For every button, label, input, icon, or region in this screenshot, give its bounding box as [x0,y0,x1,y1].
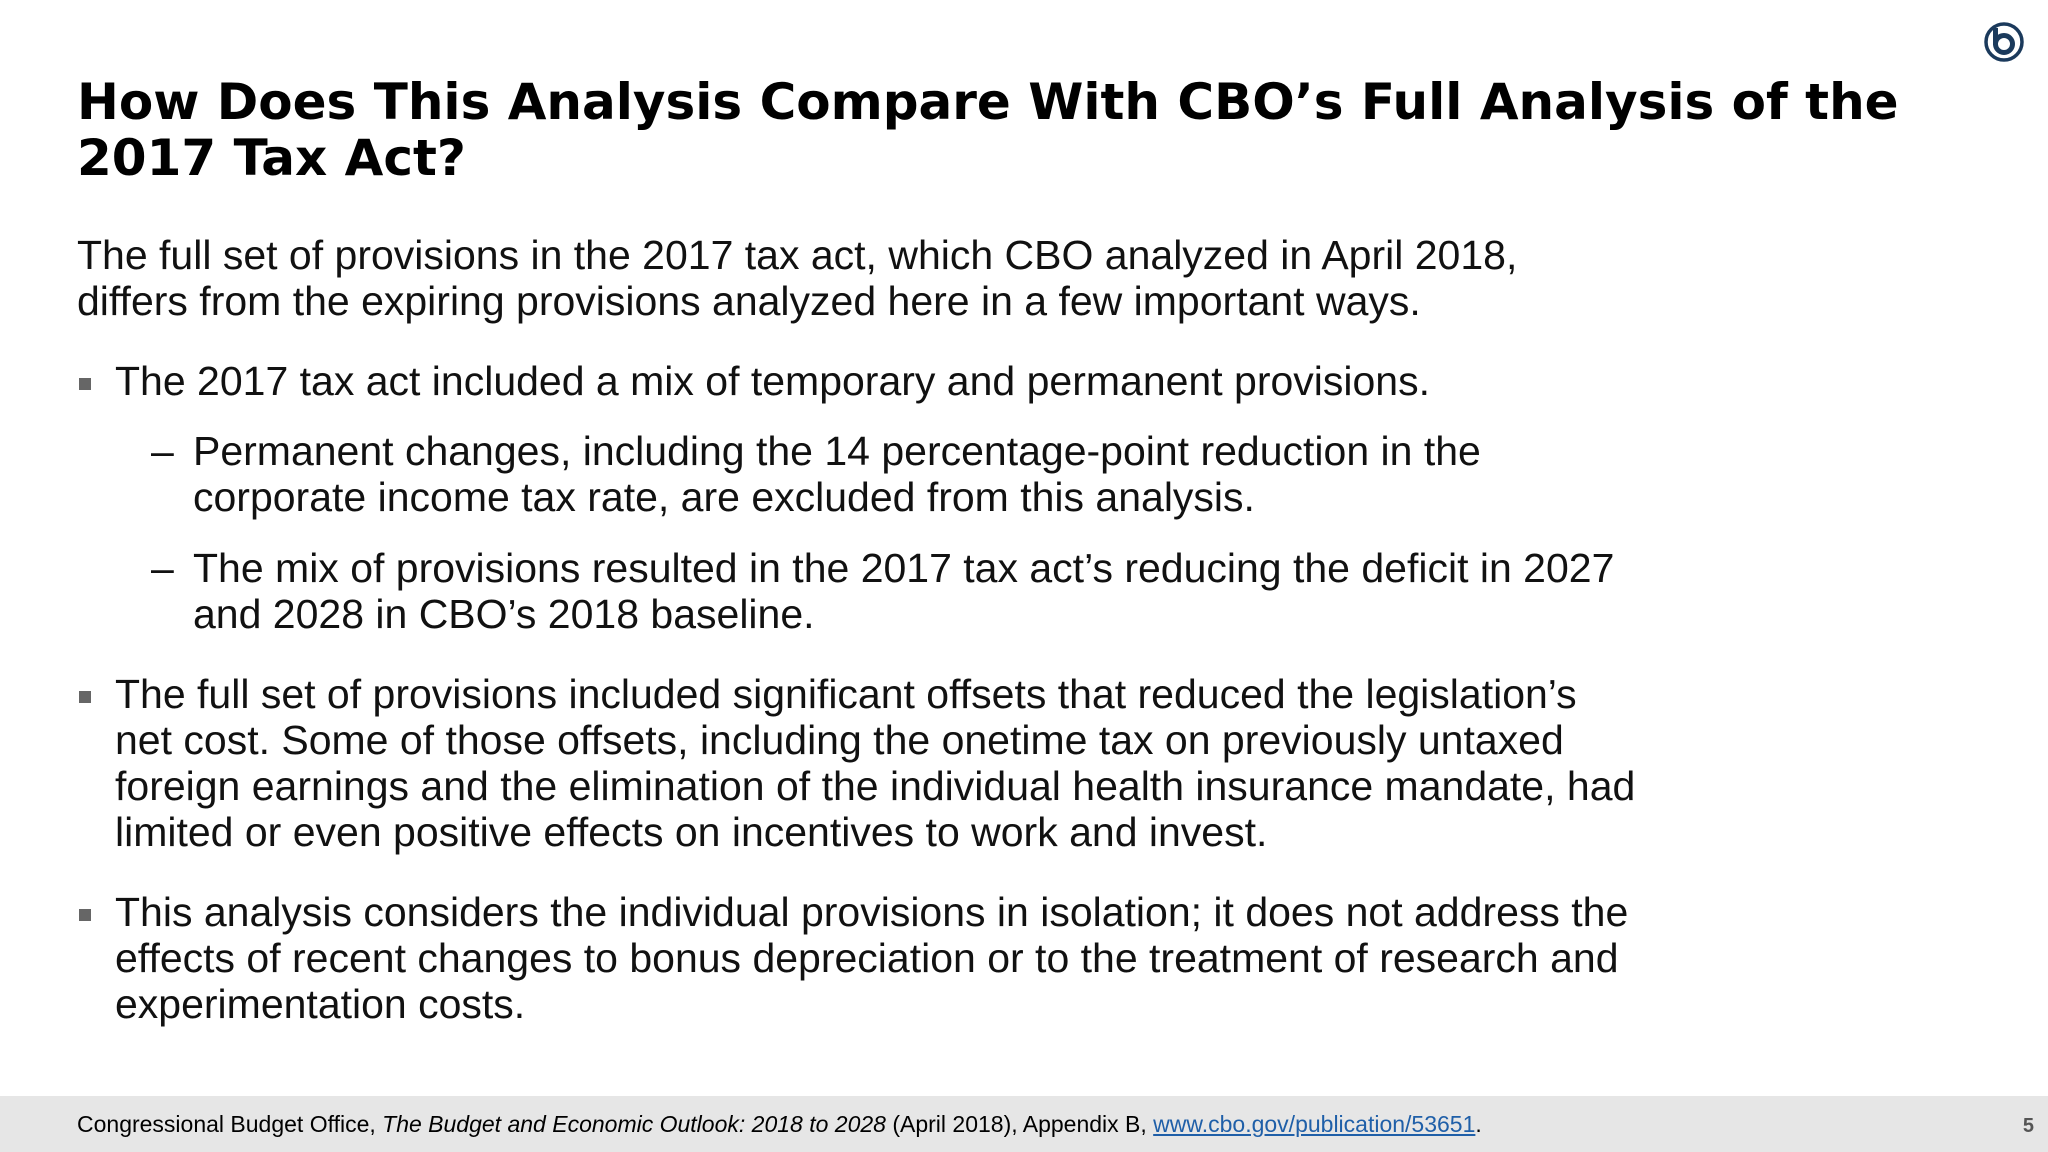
source-prefix: Congressional Budget Office, [77,1111,383,1137]
cbo-logo-icon [1984,22,2024,62]
dash-bullet-icon: – [151,545,174,591]
bullet-text: This analysis considers the individual p… [115,889,1629,1027]
source-end: . [1475,1111,1482,1137]
source-link[interactable]: www.cbo.gov/publication/53651 [1153,1111,1476,1137]
slide-body: The full set of provisions in the 2017 t… [77,232,1637,1027]
intro-paragraph: The full set of provisions in the 2017 t… [77,232,1518,324]
footer-bar: Congressional Budget Office, The Budget … [0,1096,2048,1152]
bullet-text: The 2017 tax act included a mix of tempo… [115,358,1430,404]
source-citation: Congressional Budget Office, The Budget … [77,1110,1482,1138]
sub-bullet-text: The mix of provisions resulted in the 20… [193,545,1615,637]
page-number: 5 [2022,1115,2034,1137]
sub-bullet-text: Permanent changes, including the 14 perc… [193,428,1481,520]
bullet-item: This analysis considers the individual p… [77,889,1637,1027]
sub-bullet-item: – Permanent changes, including the 14 pe… [77,428,1637,520]
sub-bullet-item: – The mix of provisions resulted in the … [77,545,1637,637]
source-title: The Budget and Economic Outlook: 2018 to… [382,1111,886,1137]
square-bullet-icon [79,909,91,921]
bullet-item: The full set of provisions included sign… [77,671,1637,855]
dash-bullet-icon: – [151,428,174,474]
bullet-text: The full set of provisions included sign… [115,671,1636,855]
square-bullet-icon [79,378,91,390]
square-bullet-icon [79,691,91,703]
source-suffix: (April 2018), Appendix B, [885,1111,1154,1137]
bullet-item: The 2017 tax act included a mix of tempo… [77,358,1637,404]
slide-title: How Does This Analysis Compare With CBO’… [77,73,1899,187]
